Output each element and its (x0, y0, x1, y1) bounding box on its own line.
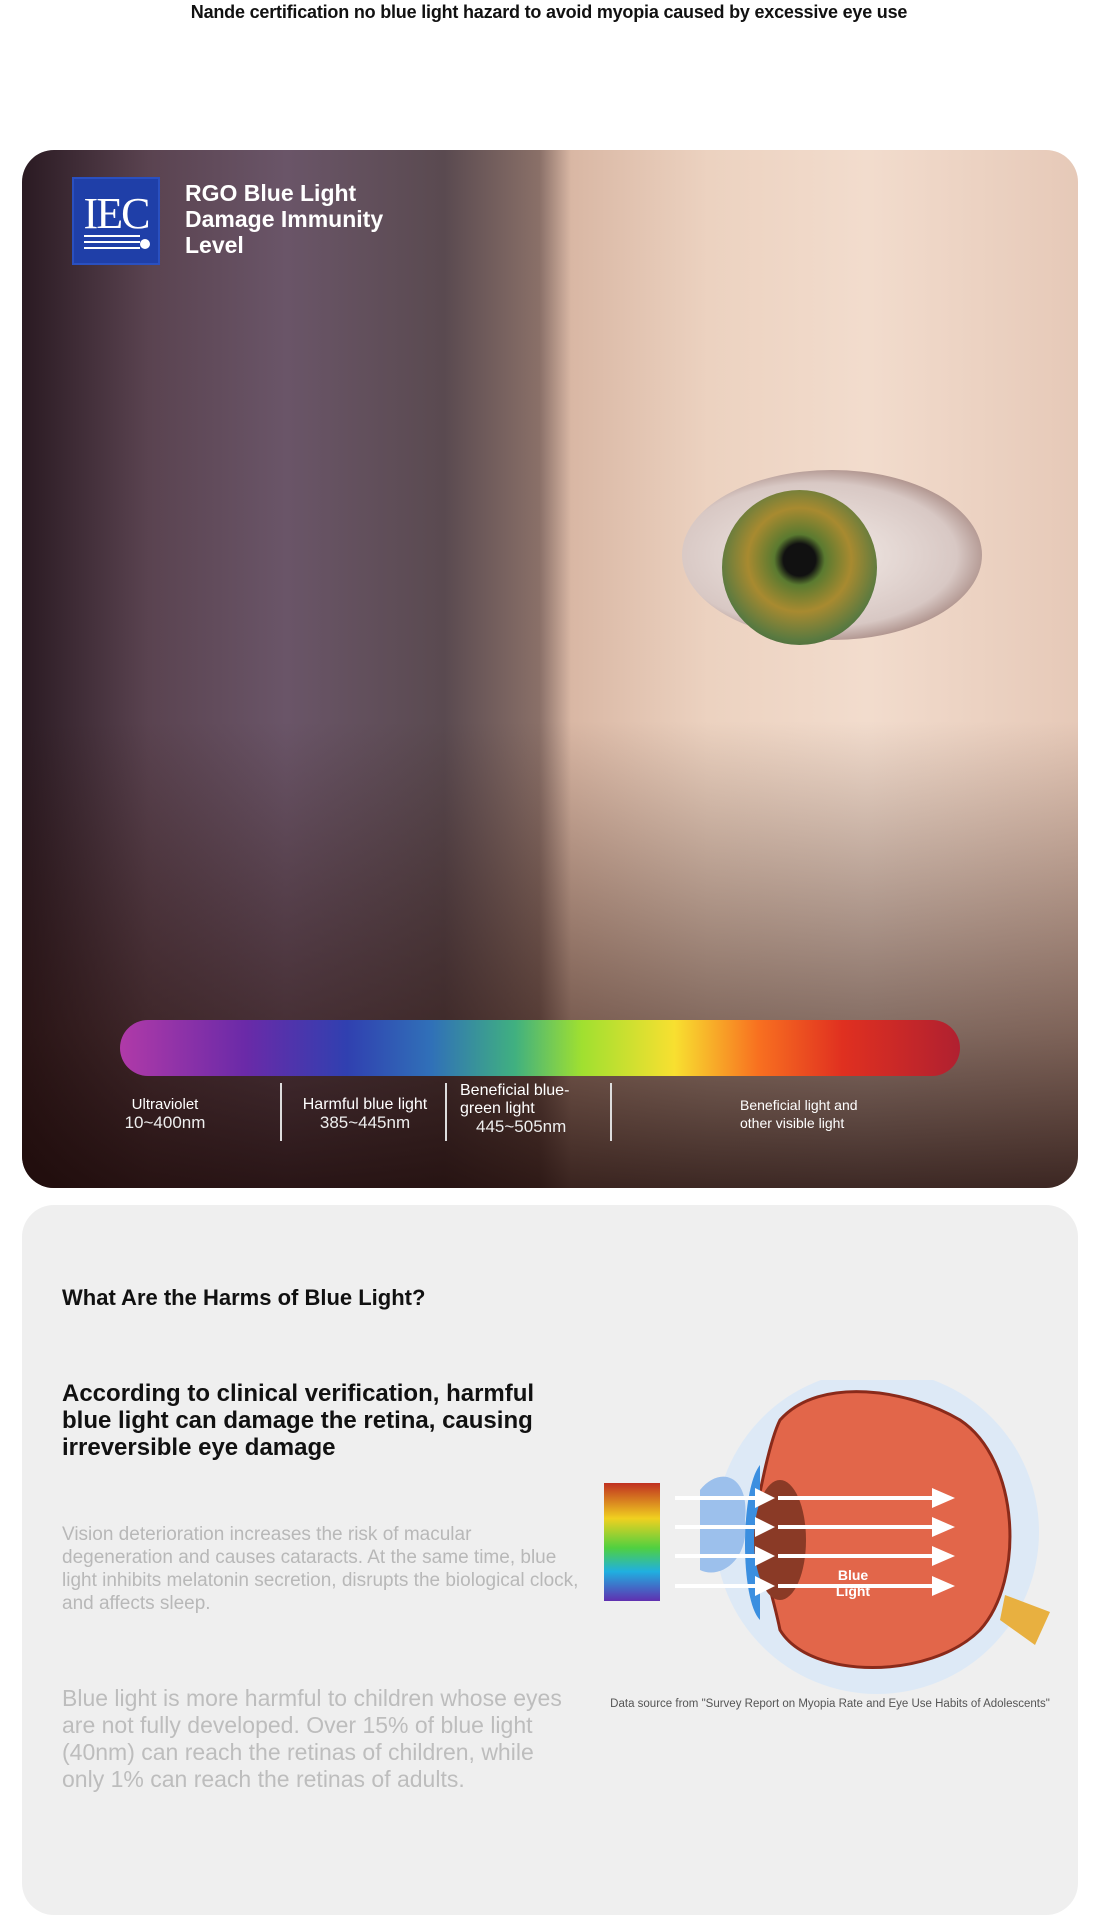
cornea (700, 1476, 746, 1573)
hero-title: RGO Blue Light Damage Immunity Level (185, 180, 384, 258)
divider (280, 1083, 282, 1141)
data-source-note: Data source from "Survey Report on Myopi… (610, 1698, 1050, 1710)
eye-diagram: Blue Light (604, 1380, 1050, 1694)
hero-banner: IEC RGO Blue Light Damage Immunity Level U… (22, 150, 1078, 1188)
paragraph-2: Blue light is more harmful to children w… (62, 1685, 562, 1792)
iec-logo: IEC (72, 177, 160, 265)
band-ultraviolet: Ultraviolet 10~400nm (124, 1096, 206, 1132)
spectrum-swatch (604, 1483, 660, 1601)
paragraph-1: Vision deterioration increases the risk … (62, 1524, 579, 1614)
light-arrows (675, 1488, 955, 1596)
divider (610, 1083, 612, 1141)
blue-light-label: Light (836, 1583, 871, 1599)
band-harmful-blue: Harmful blue light 385~445nm (302, 1096, 428, 1132)
divider (445, 1083, 447, 1141)
band-visible: Beneficial light and other visible light (740, 1097, 858, 1131)
section-heading: What Are the Harms of Blue Light? (62, 1285, 426, 1310)
iris (754, 1480, 806, 1600)
band-blue-green: Beneficial blue-green light 445~505nm (460, 1082, 570, 1136)
optic-nerve (1000, 1595, 1050, 1645)
blue-light-label: Blue (838, 1567, 869, 1583)
spectrum-bar (120, 1020, 960, 1076)
section-subheading: According to clinical verification, harm… (62, 1380, 535, 1461)
page-header-title: Nande certification no blue light hazard… (190, 2, 908, 22)
